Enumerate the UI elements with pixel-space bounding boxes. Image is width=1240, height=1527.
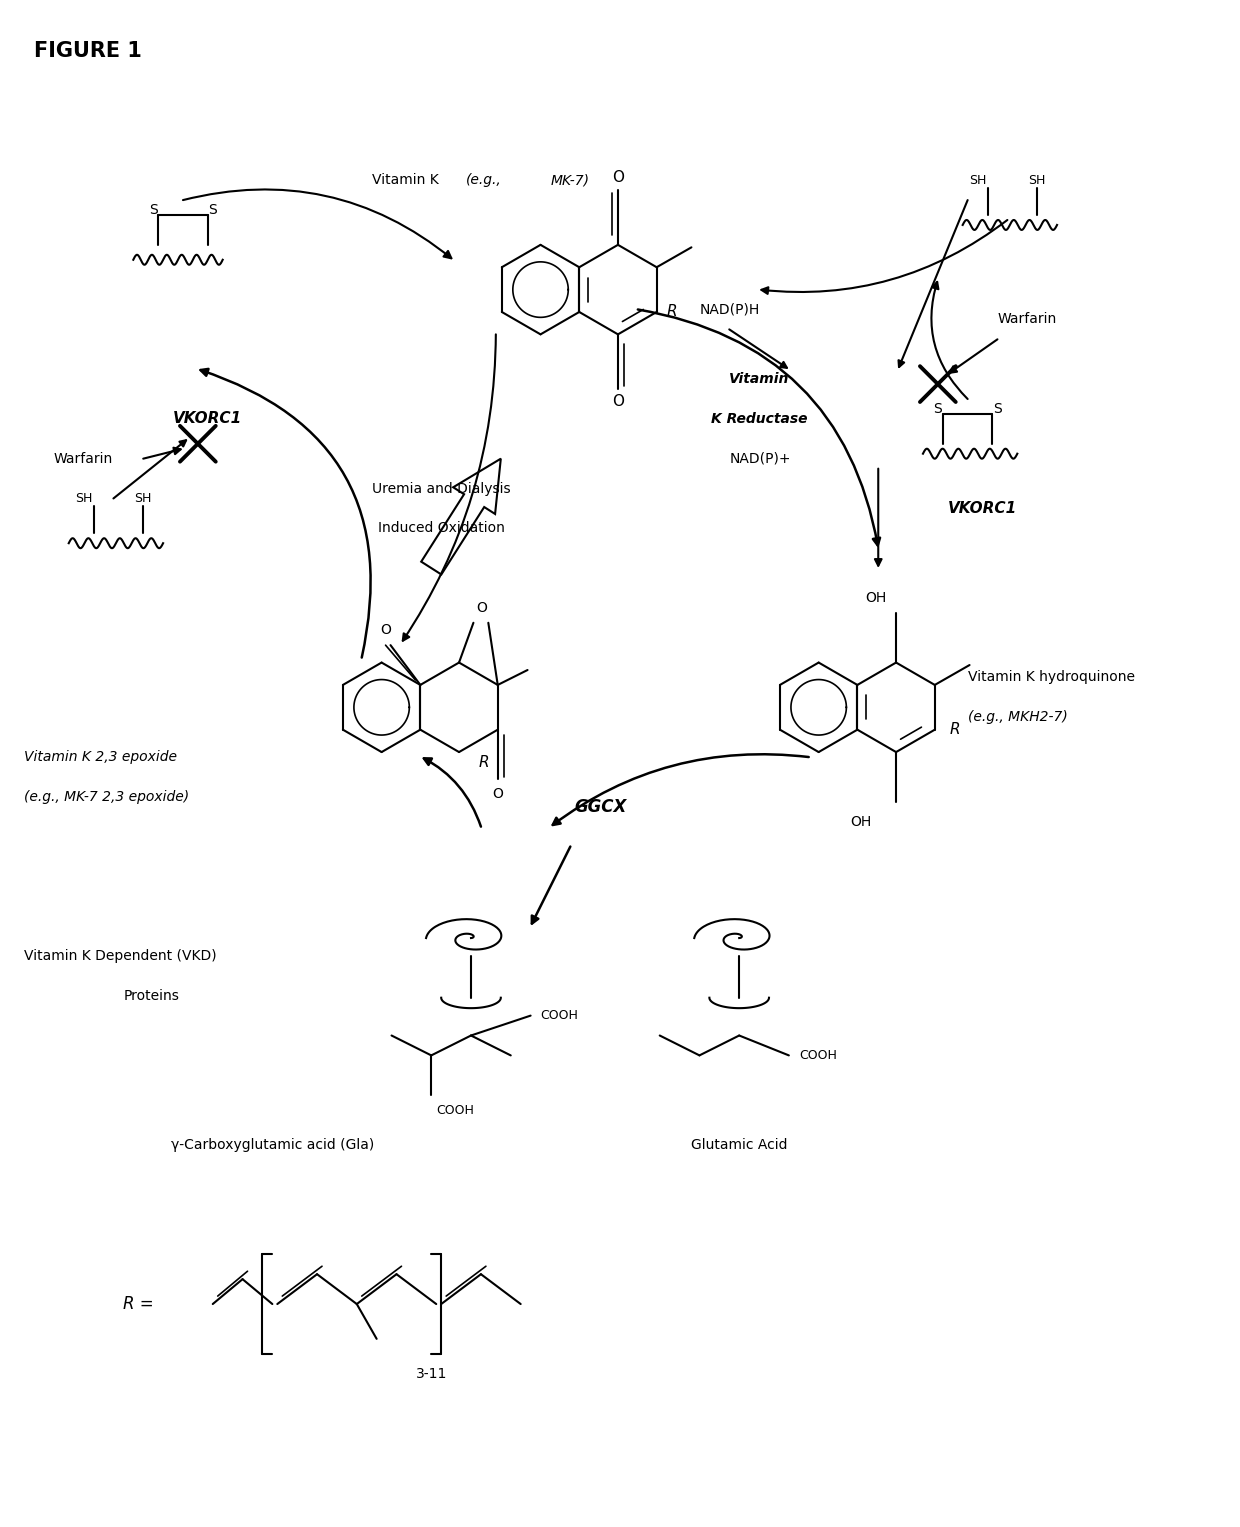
Text: γ-Carboxyglutamic acid (Gla): γ-Carboxyglutamic acid (Gla) bbox=[171, 1138, 374, 1151]
Text: Induced Oxidation: Induced Oxidation bbox=[378, 521, 505, 536]
Text: SH: SH bbox=[134, 492, 153, 505]
Text: O: O bbox=[613, 169, 624, 185]
Text: 3-11: 3-11 bbox=[415, 1367, 446, 1380]
Text: VKORC1: VKORC1 bbox=[947, 501, 1017, 516]
Text: Vitamin K Dependent (VKD): Vitamin K Dependent (VKD) bbox=[24, 948, 217, 964]
Text: Vitamin K 2,3 epoxide: Vitamin K 2,3 epoxide bbox=[24, 750, 177, 764]
Text: GGCX: GGCX bbox=[574, 797, 626, 815]
Text: (e.g., MK-7 2,3 epoxide): (e.g., MK-7 2,3 epoxide) bbox=[24, 789, 190, 803]
Text: MK-7): MK-7) bbox=[551, 173, 589, 188]
Text: Warfarin: Warfarin bbox=[997, 313, 1056, 327]
Text: OH: OH bbox=[851, 815, 872, 829]
Text: Glutamic Acid: Glutamic Acid bbox=[691, 1138, 787, 1151]
Text: NAD(P)+: NAD(P)+ bbox=[729, 452, 791, 466]
Text: Warfarin: Warfarin bbox=[53, 452, 113, 466]
Text: VKORC1: VKORC1 bbox=[174, 411, 242, 426]
Text: R: R bbox=[479, 754, 489, 770]
Text: COOH: COOH bbox=[436, 1104, 474, 1116]
Text: Uremia and Dialysis: Uremia and Dialysis bbox=[372, 481, 511, 495]
Text: NAD(P)H: NAD(P)H bbox=[699, 302, 760, 316]
Text: SH: SH bbox=[968, 174, 986, 186]
Text: Vitamin K: Vitamin K bbox=[372, 173, 443, 188]
Text: (e.g., MKH2-7): (e.g., MKH2-7) bbox=[967, 710, 1068, 724]
Text: S: S bbox=[149, 203, 157, 217]
Text: R: R bbox=[666, 304, 677, 319]
Text: R: R bbox=[950, 722, 960, 738]
Text: COOH: COOH bbox=[799, 1049, 837, 1061]
Text: Vitamin: Vitamin bbox=[729, 373, 789, 386]
Text: K Reductase: K Reductase bbox=[711, 412, 807, 426]
Text: O: O bbox=[476, 600, 487, 615]
Text: S: S bbox=[934, 402, 942, 415]
Text: SH: SH bbox=[74, 492, 92, 505]
Text: S: S bbox=[993, 402, 1002, 415]
Text: R =: R = bbox=[123, 1295, 154, 1313]
Text: COOH: COOH bbox=[541, 1009, 578, 1022]
Text: FIGURE 1: FIGURE 1 bbox=[33, 41, 141, 61]
Text: O: O bbox=[381, 623, 391, 637]
Text: OH: OH bbox=[866, 591, 887, 605]
Text: Proteins: Proteins bbox=[123, 988, 180, 1003]
Text: (e.g.,: (e.g., bbox=[466, 173, 502, 188]
Text: S: S bbox=[208, 203, 217, 217]
Text: O: O bbox=[613, 394, 624, 409]
Text: SH: SH bbox=[1028, 174, 1045, 186]
Text: O: O bbox=[492, 788, 503, 802]
Text: Vitamin K hydroquinone: Vitamin K hydroquinone bbox=[967, 670, 1135, 684]
